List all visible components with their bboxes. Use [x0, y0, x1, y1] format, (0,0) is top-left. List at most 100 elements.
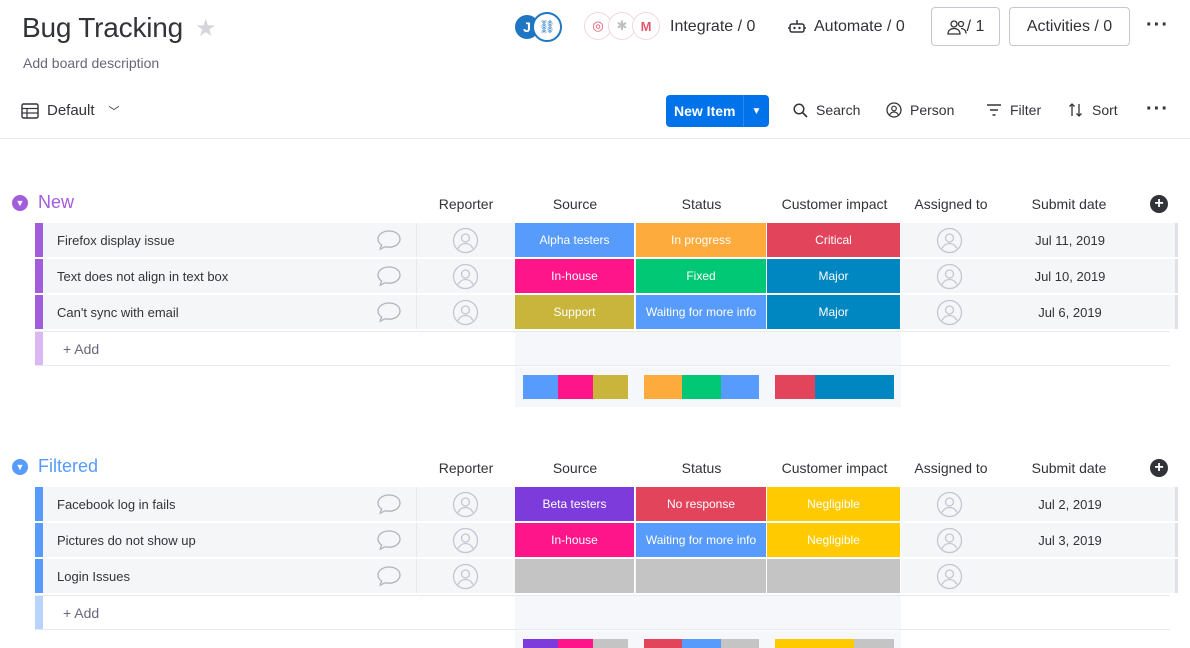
chevron-down-icon[interactable]: ▼ [12, 194, 28, 211]
table-row[interactable]: Can't sync with email Support Waiting for … [35, 295, 1178, 330]
board-description[interactable]: Add board description [23, 55, 160, 71]
impact-cell[interactable]: Major [767, 259, 901, 293]
column-header-reporter[interactable]: Reporter [438, 460, 494, 476]
status-cell[interactable]: Waiting for more info [636, 295, 767, 329]
status-summary-bar[interactable] [644, 639, 759, 648]
table-row[interactable]: Facebook log in fails Beta testers No resp… [35, 487, 1178, 522]
add-item-label[interactable]: + Add [63, 605, 100, 621]
submit-date[interactable]: Jul 10, 2019 [1034, 269, 1106, 284]
status-cell[interactable] [636, 559, 767, 593]
assignee-person-icon[interactable] [936, 527, 963, 554]
update-bubble-icon[interactable] [376, 565, 402, 587]
reporter-person-icon[interactable] [452, 491, 479, 518]
status-summary-bar[interactable] [644, 375, 759, 399]
impact-cell[interactable]: Critical [767, 223, 901, 257]
members-button[interactable]: / 1 [931, 7, 1000, 46]
status-cell[interactable]: Waiting for more info [636, 523, 767, 557]
submit-date[interactable]: Jul 11, 2019 [1035, 233, 1105, 248]
table-row[interactable]: Text does not align in text box In-house F… [35, 259, 1178, 294]
assignee-person-icon[interactable] [936, 563, 963, 590]
chevron-down-icon[interactable]: ▼ [743, 95, 769, 127]
item-name[interactable]: Text does not align in text box [57, 269, 229, 284]
reporter-person-icon[interactable] [452, 227, 479, 254]
assignee-person-icon[interactable] [936, 491, 963, 518]
column-header-impact[interactable]: Customer impact [781, 460, 888, 476]
item-name[interactable]: Login Issues [57, 569, 130, 584]
column-header-status[interactable]: Status [681, 460, 722, 476]
assignee-person-icon[interactable] [936, 299, 963, 326]
source-cell[interactable]: In-house [515, 523, 635, 557]
impact-cell[interactable]: Major [767, 295, 901, 329]
cell-divider [416, 295, 417, 329]
impact-cell[interactable]: Negligible [767, 523, 901, 557]
column-header-assigned[interactable]: Assigned to [914, 460, 988, 476]
submit-date[interactable]: Jul 2, 2019 [1038, 497, 1102, 512]
reporter-person-icon[interactable] [452, 527, 479, 554]
column-header-status[interactable]: Status [681, 196, 722, 212]
new-item-button[interactable]: New Item ▼ [666, 95, 769, 127]
view-selector[interactable]: Default ﹀ [21, 102, 120, 119]
integrate-button[interactable]: Integrate / 0 [670, 18, 755, 36]
column-header-date[interactable]: Submit date [1031, 196, 1107, 212]
group-title[interactable]: ▼ New [12, 192, 74, 213]
submit-date[interactable]: Jul 6, 2019 [1038, 305, 1102, 320]
activities-button[interactable]: Activities / 0 [1009, 7, 1130, 46]
item-name[interactable]: Firefox display issue [57, 233, 175, 248]
chevron-down-icon[interactable]: ▼ [12, 458, 28, 475]
update-bubble-icon[interactable] [376, 265, 402, 287]
status-cell[interactable]: In progress [636, 223, 767, 257]
toolbar-menu-icon[interactable]: ··· [1146, 98, 1169, 120]
group-title[interactable]: ▼ Filtered [12, 456, 98, 477]
update-bubble-icon[interactable] [376, 301, 402, 323]
person-filter-button[interactable]: Person [886, 102, 954, 118]
gmail-icon: M [632, 12, 660, 40]
column-header-date[interactable]: Submit date [1031, 460, 1107, 476]
assignee-person-icon[interactable] [936, 227, 963, 254]
column-header-reporter[interactable]: Reporter [438, 196, 494, 212]
add-item-label[interactable]: + Add [63, 341, 100, 357]
impact-summary-bar[interactable] [775, 375, 894, 399]
submit-date[interactable]: Jul 3, 2019 [1038, 533, 1102, 548]
add-item-row[interactable]: + Add [35, 595, 1170, 630]
assignee-person-icon[interactable] [936, 263, 963, 290]
reporter-person-icon[interactable] [452, 263, 479, 290]
sort-button[interactable]: Sort [1068, 102, 1118, 118]
item-name[interactable]: Can't sync with email [57, 305, 179, 320]
add-column-icon[interactable]: + [1150, 459, 1168, 477]
add-item-row[interactable]: + Add [35, 331, 1170, 366]
reporter-person-icon[interactable] [452, 299, 479, 326]
column-header-source[interactable]: Source [552, 196, 598, 212]
item-name[interactable]: Pictures do not show up [57, 533, 196, 548]
update-bubble-icon[interactable] [376, 229, 402, 251]
status-cell[interactable]: No response [636, 487, 767, 521]
source-summary-bar[interactable] [523, 639, 628, 648]
add-column-icon[interactable]: + [1150, 195, 1168, 213]
source-summary-bar[interactable] [523, 375, 628, 399]
source-cell[interactable]: In-house [515, 259, 635, 293]
update-bubble-icon[interactable] [376, 493, 402, 515]
table-row[interactable]: Login Issues [35, 559, 1178, 594]
column-header-source[interactable]: Source [552, 460, 598, 476]
column-header-assigned[interactable]: Assigned to [914, 196, 988, 212]
source-cell[interactable]: Alpha testers [515, 223, 635, 257]
item-name[interactable]: Facebook log in fails [57, 497, 176, 512]
table-row[interactable]: Pictures do not show up In-house Waiting f… [35, 523, 1178, 558]
integration-link-icon[interactable]: ⛓ [532, 12, 562, 42]
impact-cell[interactable] [767, 559, 901, 593]
table-row[interactable]: Firefox display issue Alpha testers In pro… [35, 223, 1178, 258]
impact-summary-bar[interactable] [775, 639, 894, 648]
source-cell[interactable]: Beta testers [515, 487, 635, 521]
reporter-person-icon[interactable] [452, 563, 479, 590]
source-cell[interactable]: Support [515, 295, 635, 329]
impact-cell[interactable]: Negligible [767, 487, 901, 521]
status-cell[interactable]: Fixed [636, 259, 767, 293]
star-icon[interactable]: ★ [195, 15, 217, 42]
filter-button[interactable]: Filter [986, 102, 1041, 118]
source-cell[interactable] [515, 559, 635, 593]
update-bubble-icon[interactable] [376, 529, 402, 551]
board-title[interactable]: Bug Tracking [22, 12, 184, 43]
search-button[interactable]: Search [793, 102, 860, 118]
board-menu-icon[interactable]: ··· [1146, 14, 1169, 36]
automate-button[interactable]: Automate / 0 [788, 18, 905, 36]
column-header-impact[interactable]: Customer impact [781, 196, 888, 212]
